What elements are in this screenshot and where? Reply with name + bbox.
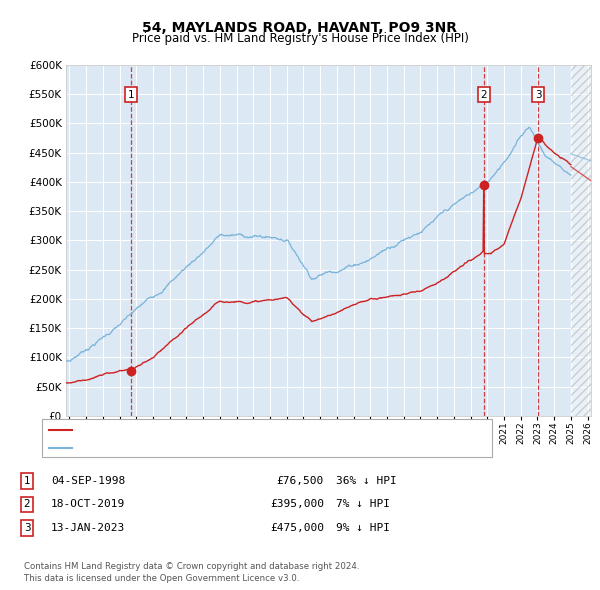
Text: 9% ↓ HPI: 9% ↓ HPI	[336, 523, 390, 533]
Text: 1: 1	[127, 90, 134, 100]
Text: 2: 2	[23, 500, 31, 509]
Text: 3: 3	[535, 90, 541, 100]
Text: 2: 2	[481, 90, 487, 100]
Text: 18-OCT-2019: 18-OCT-2019	[51, 500, 125, 509]
Text: 7% ↓ HPI: 7% ↓ HPI	[336, 500, 390, 509]
Text: HPI: Average price, detached house, Havant: HPI: Average price, detached house, Hava…	[78, 442, 298, 453]
Text: 3: 3	[23, 523, 31, 533]
Text: 13-JAN-2023: 13-JAN-2023	[51, 523, 125, 533]
Text: 04-SEP-1998: 04-SEP-1998	[51, 476, 125, 486]
Text: 54, MAYLANDS ROAD, HAVANT, PO9 3NR: 54, MAYLANDS ROAD, HAVANT, PO9 3NR	[143, 21, 458, 35]
Text: 54, MAYLANDS ROAD, HAVANT, PO9 3NR (detached house): 54, MAYLANDS ROAD, HAVANT, PO9 3NR (deta…	[78, 425, 372, 435]
Text: £395,000: £395,000	[270, 500, 324, 509]
Text: Contains HM Land Registry data © Crown copyright and database right 2024.: Contains HM Land Registry data © Crown c…	[24, 562, 359, 571]
Text: This data is licensed under the Open Government Licence v3.0.: This data is licensed under the Open Gov…	[24, 574, 299, 583]
Text: £76,500: £76,500	[277, 476, 324, 486]
Text: Price paid vs. HM Land Registry's House Price Index (HPI): Price paid vs. HM Land Registry's House …	[131, 32, 469, 45]
Bar	[571, 65, 591, 416]
Text: 1: 1	[23, 476, 31, 486]
Text: 36% ↓ HPI: 36% ↓ HPI	[336, 476, 397, 486]
Text: £475,000: £475,000	[270, 523, 324, 533]
Bar	[571, 65, 591, 416]
